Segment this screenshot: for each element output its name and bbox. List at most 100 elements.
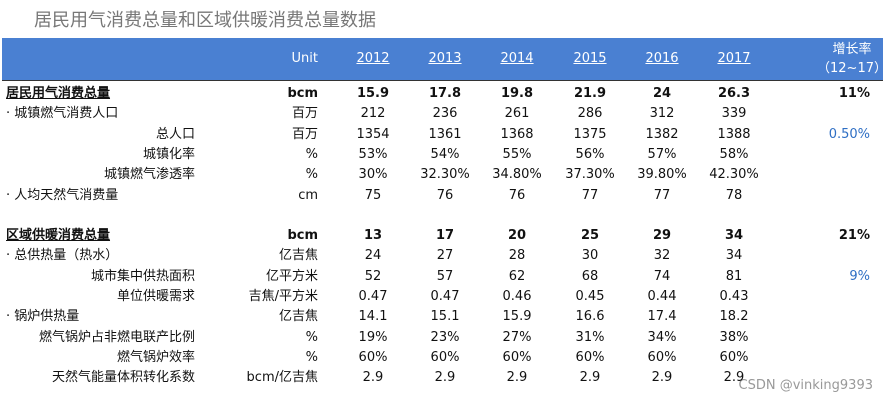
row-unit: bcm/亿吉焦 xyxy=(246,370,318,386)
cell-value: 17.4 xyxy=(647,309,677,325)
row-label: 燃气锅炉占非燃电联产比例 xyxy=(38,329,195,345)
cell-value: 15.1 xyxy=(430,309,460,325)
header-unit: Unit xyxy=(291,51,318,66)
cell-value: 37.30% xyxy=(565,167,615,183)
cell-value: 39.80% xyxy=(637,167,687,183)
cell-value: 21.9 xyxy=(573,86,607,101)
row-unit: % xyxy=(305,349,318,365)
row-unit: cm xyxy=(298,187,318,203)
cell-value: 34 xyxy=(724,228,744,244)
row-unit: 吉焦/平方米 xyxy=(248,289,318,304)
cell-value: 1382 xyxy=(645,126,679,142)
cell-value: 58% xyxy=(719,146,749,162)
cell-value: 0.47 xyxy=(358,289,388,304)
cell-value: 1368 xyxy=(500,126,534,142)
cell-value: 55% xyxy=(502,146,532,162)
cell-value: 26.3 xyxy=(717,86,751,101)
cell-value: 18.2 xyxy=(719,309,749,325)
cell-value: 28 xyxy=(508,248,526,264)
cell-value: 75 xyxy=(364,187,382,203)
cell-value: 236 xyxy=(432,106,458,122)
row-unit: 百万 xyxy=(291,126,318,142)
cell-value: 13 xyxy=(363,228,383,244)
cell-value: 31% xyxy=(575,329,605,345)
row-unit: 亿吉焦 xyxy=(278,248,318,264)
cell-value: 25 xyxy=(580,228,600,244)
cell-value: 212 xyxy=(360,106,386,122)
row-label: 天然气能量体积转化系数 xyxy=(51,370,195,386)
cell-value: 30% xyxy=(358,167,388,183)
cell-value: 42.30% xyxy=(709,167,759,183)
cell-value: 68 xyxy=(581,268,599,284)
row-label: 城市集中供热面积 xyxy=(90,268,195,284)
cell-value: 2.9 xyxy=(723,370,745,386)
row-label: 居民用气消费总量 xyxy=(6,86,111,101)
cell-value: 2.9 xyxy=(506,370,528,386)
row-unit: 百万 xyxy=(291,106,318,122)
cell-value: 62 xyxy=(508,268,526,284)
cell-value: 2.9 xyxy=(651,370,673,386)
header-year: 2016 xyxy=(645,51,679,66)
row-unit: % xyxy=(305,167,318,183)
cell-value: 23% xyxy=(430,329,460,345)
row-unit: bcm xyxy=(287,86,318,101)
cell-value: 52 xyxy=(364,268,382,284)
cell-value: 53% xyxy=(358,146,388,162)
cell-value: 34.80% xyxy=(492,167,542,183)
cell-value: 2.9 xyxy=(362,370,384,386)
row-label: · 城镇燃气消费人口 xyxy=(6,106,119,122)
row-unit: % xyxy=(305,146,318,162)
growth-value: 11% xyxy=(838,86,870,101)
cell-value: 29 xyxy=(652,228,672,244)
cell-value: 32.30% xyxy=(420,167,470,183)
growth-value: 9% xyxy=(849,268,870,284)
row-label: · 人均天然气消费量 xyxy=(6,187,119,203)
cell-value: 1354 xyxy=(356,126,390,142)
cell-value: 60% xyxy=(430,349,460,365)
cell-value: 19.8 xyxy=(500,86,534,101)
cell-value: 54% xyxy=(430,146,460,162)
cell-value: 57% xyxy=(647,146,677,162)
cell-value: 339 xyxy=(721,106,747,122)
cell-value: 30 xyxy=(581,248,599,264)
cell-value: 14.1 xyxy=(358,309,388,325)
row-unit: bcm xyxy=(287,228,318,244)
cell-value: 77 xyxy=(581,187,599,203)
cell-value: 0.46 xyxy=(502,289,532,304)
cell-value: 24 xyxy=(364,248,382,264)
cell-value: 60% xyxy=(719,349,749,365)
row-label: 区域供暖消费总量 xyxy=(6,228,111,244)
cell-value: 60% xyxy=(502,349,532,365)
growth-value: 21% xyxy=(838,228,870,244)
cell-value: 0.44 xyxy=(647,289,677,304)
cell-value: 2.9 xyxy=(434,370,456,386)
row-label: 城镇化率 xyxy=(142,146,195,162)
cell-value: 1388 xyxy=(717,126,751,142)
row-label: 总人口 xyxy=(155,126,195,142)
header-year: 2014 xyxy=(500,51,534,66)
header-year: 2017 xyxy=(717,51,751,66)
title: 居民用气消费总量和区域供暖消费总量数据 xyxy=(34,10,376,31)
watermark: CSDN @vinking9393 xyxy=(738,378,873,393)
header-growth: 增长率 xyxy=(832,42,872,57)
cell-value: 60% xyxy=(358,349,388,365)
cell-value: 74 xyxy=(653,268,671,284)
cell-value: 1361 xyxy=(428,126,462,142)
cell-value: 24 xyxy=(652,86,672,101)
cell-value: 56% xyxy=(575,146,605,162)
cell-value: 20 xyxy=(507,228,527,244)
cell-value: 0.43 xyxy=(719,289,749,304)
cell-value: 78 xyxy=(725,187,743,203)
cell-value: 0.45 xyxy=(575,289,605,304)
cell-value: 19% xyxy=(358,329,388,345)
cell-value: 57 xyxy=(436,268,454,284)
cell-value: 15.9 xyxy=(356,86,390,101)
header-year: 2012 xyxy=(356,51,390,66)
cell-value: 32 xyxy=(653,248,671,264)
cell-value: 286 xyxy=(577,106,603,122)
cell-value: 15.9 xyxy=(502,309,532,325)
cell-value: 1375 xyxy=(573,126,607,142)
header-year: 2013 xyxy=(428,51,462,66)
cell-value: 77 xyxy=(653,187,671,203)
